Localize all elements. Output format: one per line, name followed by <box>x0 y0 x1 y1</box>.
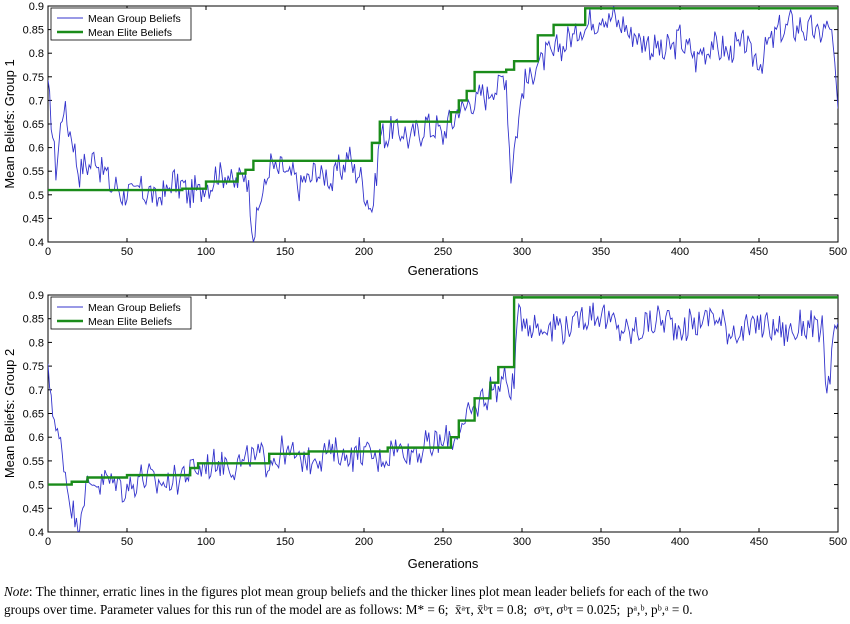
y-tick-label: 0.5 <box>29 190 44 202</box>
x-tick-label: 350 <box>592 536 610 548</box>
x-tick-label: 0 <box>45 246 51 258</box>
y-tick-label: 0.65 <box>23 409 44 421</box>
figure-note: Note: The thinner, erratic lines in the … <box>4 583 846 619</box>
legend-label: Mean Elite Beliefs <box>88 316 172 328</box>
series-line-elite-beliefs <box>48 296 838 486</box>
y-tick-label: 0.6 <box>29 432 44 444</box>
x-tick-label: 50 <box>121 536 133 548</box>
y-tick-label: 0.9 <box>29 290 44 302</box>
y-tick-label: 0.45 <box>23 503 44 515</box>
param-p: pᵃ,ᵇ, pᵇ,ᵃ = 0. <box>626 602 693 617</box>
x-tick-label: 300 <box>513 536 531 548</box>
legend-label: Mean Group Beliefs <box>88 13 181 25</box>
x-tick-label: 150 <box>276 246 294 258</box>
y-axis-label: Mean Beliefs: Group 2 <box>2 349 17 478</box>
x-tick-label: 200 <box>355 246 373 258</box>
x-tick-label: 350 <box>592 246 610 258</box>
x-tick-label: 400 <box>671 536 689 548</box>
y-tick-label: 0.7 <box>29 95 44 107</box>
y-tick-label: 0.8 <box>29 48 44 60</box>
note-text-line-2: groups over time. Parameter values for t… <box>4 602 406 617</box>
note-text-line-1: : The thinner, erratic lines in the figu… <box>28 584 709 599</box>
x-tick-label: 100 <box>197 246 215 258</box>
x-tick-label: 200 <box>355 536 373 548</box>
x-tick-label: 250 <box>434 536 452 548</box>
x-axis-label: Generations <box>408 263 479 278</box>
legend-label: Mean Elite Beliefs <box>88 27 172 39</box>
plot-area <box>47 294 839 533</box>
x-tick-label: 300 <box>513 246 531 258</box>
x-tick-label: 150 <box>276 536 294 548</box>
series-line-elite-beliefs <box>48 7 838 192</box>
x-tick-label: 500 <box>829 536 847 548</box>
y-tick-label: 0.6 <box>29 143 44 155</box>
y-tick-label: 0.65 <box>23 119 44 131</box>
x-tick-label: 50 <box>121 246 133 258</box>
y-tick-label: 0.5 <box>29 480 44 492</box>
y-tick-label: 0.7 <box>29 385 44 397</box>
x-tick-label: 500 <box>829 246 847 258</box>
series-line-group-beliefs <box>48 6 838 242</box>
x-tick-label: 100 <box>197 536 215 548</box>
x-tick-label: 0 <box>45 536 51 548</box>
y-tick-label: 0.9 <box>29 1 44 13</box>
note-label: Note <box>4 584 29 599</box>
y-tick-label: 0.75 <box>23 72 44 84</box>
y-tick-label: 0.4 <box>29 527 44 539</box>
legend-label: Mean Group Beliefs <box>88 302 181 314</box>
param-x: x̄ᵃτ, x̄ᵇτ = 0.8; <box>454 602 528 617</box>
param-sigma: σᵃτ, σᵇτ = 0.025; <box>533 602 621 617</box>
x-tick-label: 450 <box>750 536 768 548</box>
x-tick-label: 450 <box>750 246 768 258</box>
legend-box <box>50 296 192 330</box>
figure: 0 50 100 150 200 250 300 350 400 450 5000.40.450.5… <box>2 1 847 571</box>
y-tick-label: 0.75 <box>23 361 44 373</box>
y-tick-label: 0.55 <box>23 166 44 178</box>
y-tick-label: 0.55 <box>23 456 44 468</box>
x-axis-label: Generations <box>408 556 479 571</box>
y-tick-label: 0.45 <box>23 213 44 225</box>
param-m: M* = 6; <box>405 602 449 617</box>
y-tick-label: 0.4 <box>29 237 44 249</box>
y-tick-label: 0.85 <box>23 25 44 37</box>
chart-group-1: 0 50 100 150 200 250 300 350 400 450 500 0.4 0.45 0.5… <box>2 1 847 278</box>
y-tick-label: 0.8 <box>29 337 44 349</box>
x-tick-label: 400 <box>671 246 689 258</box>
legend-box <box>50 7 192 41</box>
series-line-group-beliefs <box>48 302 838 532</box>
x-tick-label: 250 <box>434 246 452 258</box>
y-tick-label: 0.85 <box>23 314 44 326</box>
y-axis-label: Mean Beliefs: Group 1 <box>2 59 17 188</box>
plot-area <box>47 5 839 243</box>
chart-group-2: 0 50 100 150 200 250 300 350 400 450 500 0.4 0.45 0.5… <box>2 290 847 571</box>
